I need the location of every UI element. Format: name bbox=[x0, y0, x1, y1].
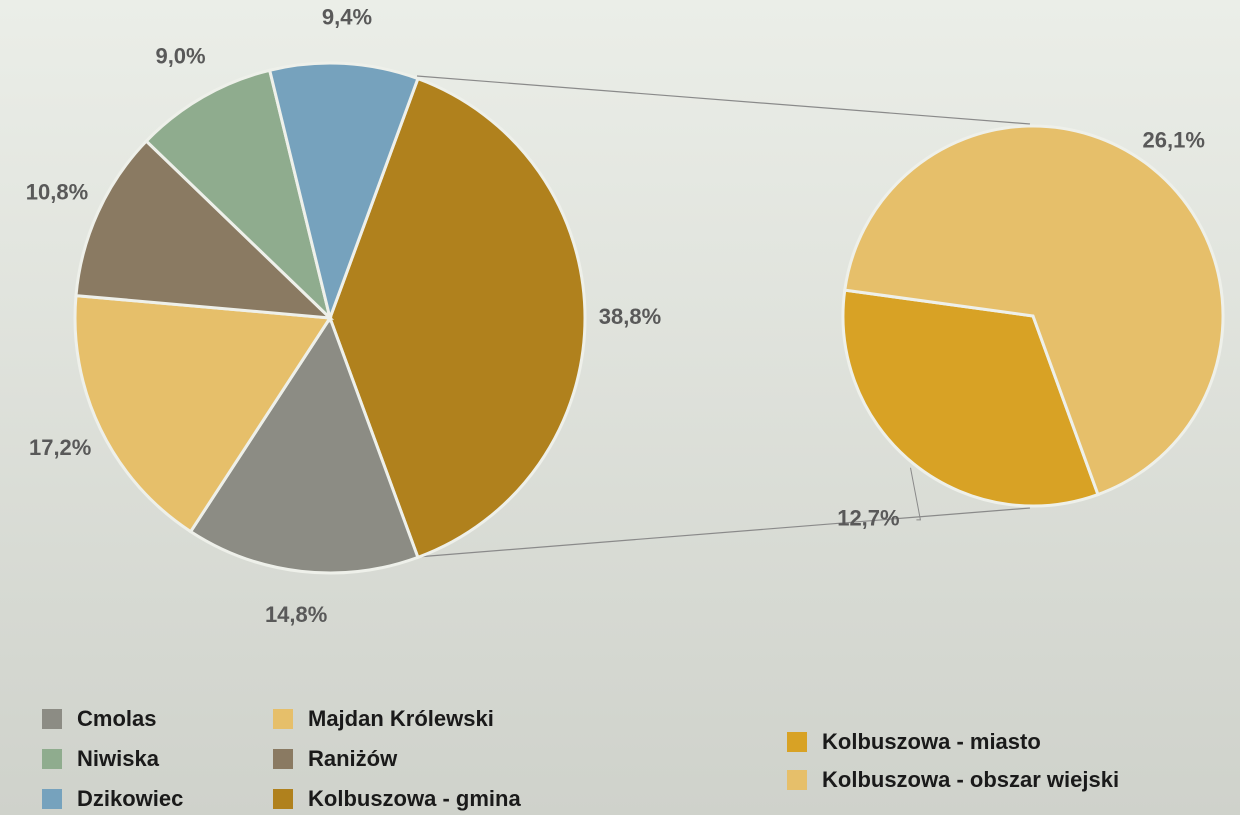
data-label: 10,8% bbox=[26, 179, 88, 204]
legend-swatch bbox=[273, 789, 293, 809]
data-label: 9,0% bbox=[155, 44, 205, 69]
legend-swatch bbox=[42, 749, 62, 769]
legend-label: Cmolas bbox=[77, 706, 156, 731]
pie-slice bbox=[74, 138, 335, 320]
data-label: 14,8% bbox=[265, 602, 327, 627]
pie-slice bbox=[843, 124, 1225, 497]
legend-swatch bbox=[42, 709, 62, 729]
pie-slice bbox=[267, 61, 420, 324]
pie-slice bbox=[328, 76, 587, 560]
legend-label: Kolbuszowa - gmina bbox=[308, 786, 521, 811]
legend-swatch bbox=[787, 732, 807, 752]
pie-slice bbox=[73, 293, 333, 534]
legend-swatch bbox=[273, 709, 293, 729]
legend-label: Dzikowiec bbox=[77, 786, 183, 811]
legend-label: Niwiska bbox=[77, 746, 160, 771]
leader-line bbox=[910, 467, 922, 521]
pie-slice bbox=[841, 288, 1100, 508]
legend-label: Raniżów bbox=[308, 746, 398, 771]
legend-label: Kolbuszowa - miasto bbox=[822, 729, 1041, 754]
connector-line bbox=[416, 75, 1031, 125]
data-label: 38,8% bbox=[599, 304, 661, 329]
data-label: 17,2% bbox=[29, 435, 91, 460]
legend-swatch bbox=[42, 789, 62, 809]
data-label: 12,7% bbox=[837, 506, 899, 531]
data-label: 26,1% bbox=[1143, 128, 1205, 153]
pie-slice bbox=[188, 314, 420, 575]
legend-label: Kolbuszowa - obszar wiejski bbox=[822, 767, 1119, 792]
data-label: 9,4% bbox=[322, 4, 372, 29]
legend-swatch bbox=[787, 770, 807, 790]
legend-label: Majdan Królewski bbox=[308, 706, 494, 731]
legend-swatch bbox=[273, 749, 293, 769]
connector-line bbox=[416, 507, 1031, 558]
